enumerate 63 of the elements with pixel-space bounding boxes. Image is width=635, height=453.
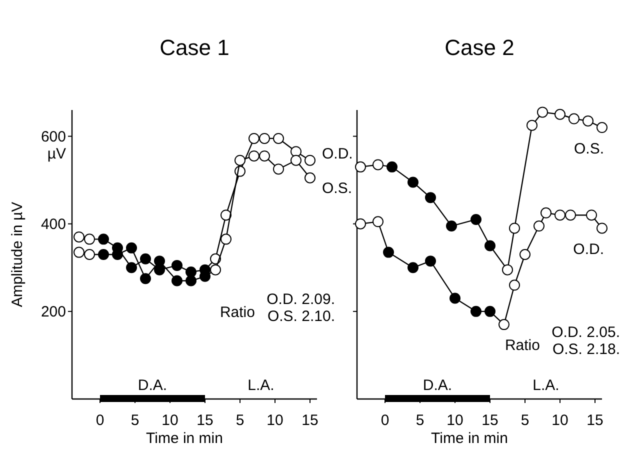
annotation: Ratio	[504, 337, 540, 354]
x-tick-label: 0	[96, 412, 104, 429]
series-label: O.S.	[574, 140, 604, 158]
chart-title: Case 1	[160, 35, 230, 60]
point	[446, 220, 457, 232]
point	[408, 176, 418, 188]
annotation: L.A.	[248, 377, 274, 394]
point	[470, 306, 482, 317]
series-label: O.D.	[573, 241, 604, 258]
point	[450, 292, 460, 304]
point	[537, 106, 548, 118]
point	[408, 262, 418, 274]
annotation: O.S. 2.18.	[552, 341, 620, 358]
point	[565, 210, 576, 221]
point	[355, 161, 366, 172]
point	[372, 159, 384, 170]
chart-title: Case 2	[444, 35, 514, 60]
annotation: D.A.	[422, 377, 452, 394]
point	[534, 220, 544, 232]
point	[425, 256, 436, 267]
point	[425, 192, 436, 204]
point	[586, 210, 597, 221]
x-tick-label: 10	[446, 412, 464, 429]
point	[520, 249, 530, 260]
point	[470, 214, 482, 225]
y-tick-label: 200	[40, 303, 66, 320]
x-axis-title: Time in min	[146, 430, 223, 447]
point	[554, 210, 566, 221]
point	[484, 240, 496, 252]
annotation: D.A.	[138, 377, 168, 394]
point	[502, 264, 513, 276]
x-tick-label: 5	[130, 412, 140, 429]
point	[498, 319, 510, 330]
point	[568, 113, 580, 124]
annotation: O.D. 2.09.	[266, 291, 335, 308]
x-tick-label: 0	[380, 412, 390, 429]
annotation: O.D. 2.05.	[552, 324, 620, 341]
point	[540, 207, 552, 218]
annotation: O.S. 2.10.	[267, 308, 335, 325]
point	[582, 115, 594, 126]
x-tick-label: 15	[196, 412, 214, 429]
x-axis-title: Time in min	[431, 430, 508, 447]
point	[509, 222, 520, 234]
annotation: L.A.	[532, 377, 560, 394]
point	[509, 280, 520, 291]
x-tick-label: 10	[162, 412, 178, 429]
point	[554, 108, 566, 120]
y-tick-label: 400	[40, 216, 66, 233]
point	[372, 216, 384, 228]
annotation: Ratio	[220, 304, 255, 321]
series-label: O.D.	[322, 145, 353, 162]
point	[596, 122, 608, 134]
point	[383, 246, 394, 258]
x-tick-label: 5	[416, 412, 424, 429]
x-tick-label: 15	[482, 412, 498, 429]
point	[355, 218, 366, 230]
point	[484, 306, 496, 317]
point	[386, 161, 398, 172]
point	[596, 222, 608, 234]
y-axis-title: Amplitude in µV	[9, 202, 26, 308]
y-tick-label: 600 µV	[40, 128, 66, 162]
point	[526, 120, 538, 131]
series-label: O.S.	[322, 180, 352, 197]
